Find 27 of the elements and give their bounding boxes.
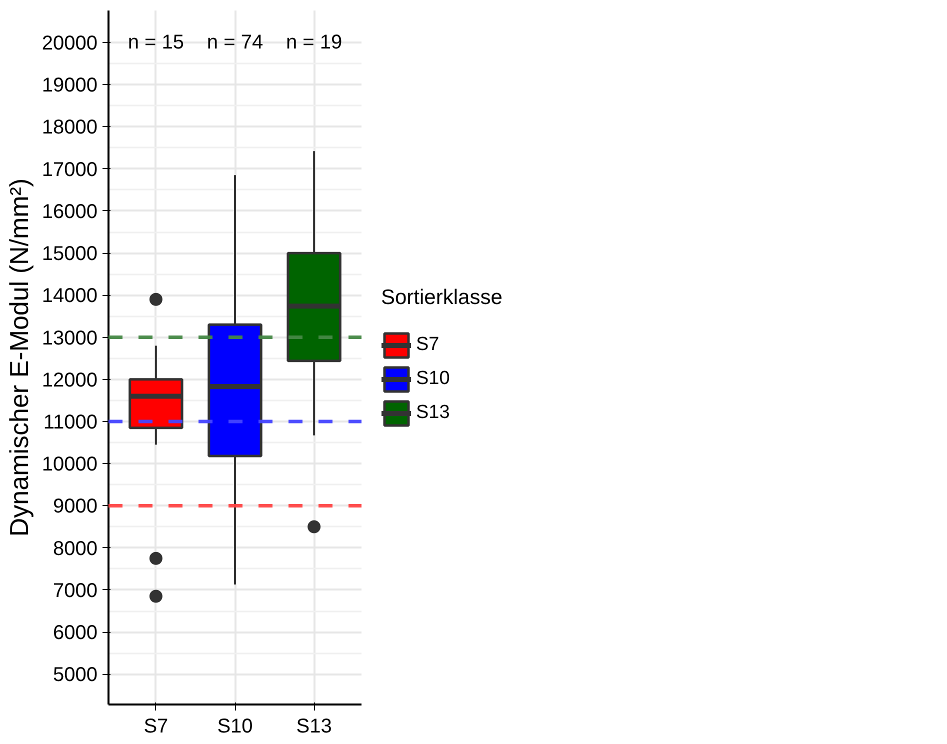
y-tick-label: 14000 xyxy=(42,285,98,308)
y-tick-label: 8000 xyxy=(53,538,98,560)
y-tick-label: 19000 xyxy=(42,74,98,97)
annotation: n = 74 xyxy=(206,32,264,54)
y-tick-label: 11000 xyxy=(43,412,98,434)
legend-title: Sortierklasse xyxy=(381,286,502,310)
y-tick-label: 20000 xyxy=(42,32,98,55)
legend-label: S10 xyxy=(416,368,450,390)
x-tick-label: S7 xyxy=(144,716,168,738)
y-tick-label: 6000 xyxy=(53,622,98,644)
annotation: n = 19 xyxy=(286,32,342,54)
legend-label: S13 xyxy=(416,402,450,424)
y-tick-label: 16000 xyxy=(42,200,98,223)
y-tick-label: 9000 xyxy=(53,496,98,518)
legend-label: S7 xyxy=(416,334,440,356)
y-tick-label: 7000 xyxy=(53,580,98,602)
annotation: n = 15 xyxy=(128,32,184,54)
y-tick-label: 5000 xyxy=(53,664,98,686)
y-tick-label: 12000 xyxy=(42,369,98,392)
y-tick-label: 15000 xyxy=(42,243,98,266)
y-tick-label: 10000 xyxy=(42,454,98,476)
y-axis-title: Dynamischer E-Modul (N/mm²) xyxy=(4,178,34,537)
x-tick-label: S13 xyxy=(296,716,332,738)
y-tick-label: 13000 xyxy=(42,327,98,350)
y-tick-label: 18000 xyxy=(42,116,98,139)
x-tick-label: S10 xyxy=(217,716,253,738)
y-tick-label: 17000 xyxy=(42,158,98,181)
